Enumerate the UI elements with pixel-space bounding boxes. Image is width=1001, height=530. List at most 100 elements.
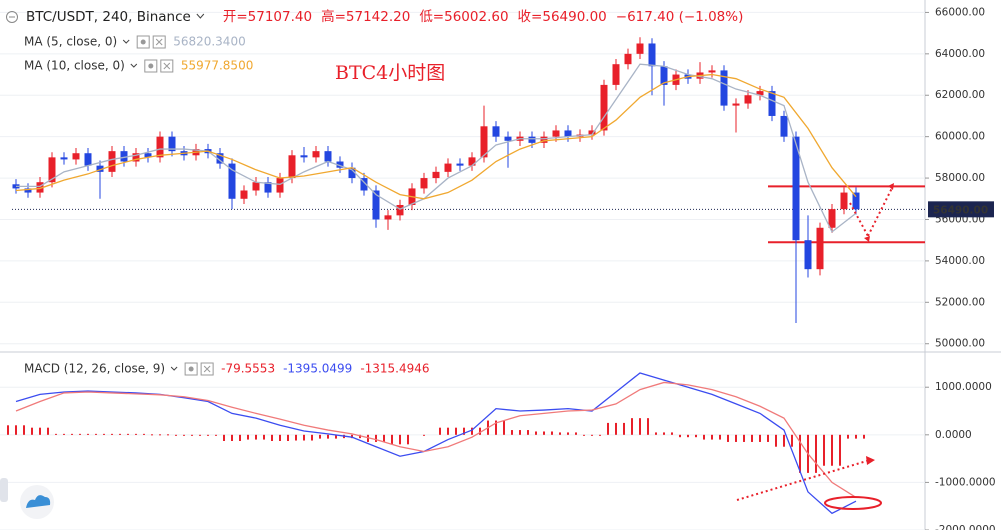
arrow-macd bbox=[736, 459, 871, 501]
histogram-bar bbox=[247, 434, 249, 440]
histogram-bar bbox=[463, 427, 465, 435]
histogram-bar bbox=[687, 434, 689, 438]
candle-body bbox=[396, 204, 404, 216]
candle-body bbox=[348, 167, 356, 179]
macd-value: -79.5553 bbox=[221, 362, 275, 376]
histogram-bar bbox=[143, 433, 145, 435]
candle-body bbox=[528, 136, 536, 143]
dropdown-caret bbox=[122, 39, 130, 44]
histogram-bar bbox=[567, 432, 569, 435]
candle-body bbox=[96, 165, 104, 172]
candle-body bbox=[48, 157, 56, 183]
histogram-bar bbox=[679, 434, 681, 438]
logo-cloud bbox=[26, 495, 51, 508]
ohlc-label: 收=56490.00 bbox=[518, 9, 607, 25]
histogram-bar bbox=[207, 434, 209, 436]
y-tick-label: -1000.0000 bbox=[935, 476, 996, 488]
candle-body bbox=[720, 70, 728, 106]
histogram-bar bbox=[47, 427, 49, 435]
histogram-bar bbox=[327, 434, 329, 439]
histogram-bar bbox=[79, 433, 81, 435]
candle-body bbox=[336, 161, 344, 168]
close-icon bbox=[200, 362, 214, 376]
histogram-bar bbox=[263, 434, 265, 440]
histogram-bar bbox=[447, 427, 449, 435]
settings-icon bbox=[136, 35, 150, 49]
histogram-bar bbox=[703, 434, 705, 440]
candle-body bbox=[36, 182, 44, 193]
last-price-label: 56490.00 bbox=[933, 204, 988, 216]
histogram-bar bbox=[375, 434, 377, 442]
histogram-bar bbox=[287, 434, 289, 441]
candle-body bbox=[324, 151, 332, 162]
histogram-bar bbox=[151, 434, 153, 436]
y-tick-label: 54000.00 bbox=[935, 255, 985, 267]
histogram-bar bbox=[695, 434, 697, 438]
candle-body bbox=[456, 163, 464, 166]
histogram-bar bbox=[351, 434, 353, 439]
histogram-bar bbox=[7, 425, 9, 435]
histogram-bar bbox=[631, 418, 633, 435]
histogram-bar bbox=[439, 427, 441, 435]
histogram-bar bbox=[399, 434, 401, 445]
candle-body bbox=[288, 155, 296, 179]
candle-body bbox=[156, 136, 164, 158]
histogram-bar bbox=[95, 433, 97, 435]
grid bbox=[0, 11, 925, 530]
candle-body bbox=[660, 66, 668, 85]
histogram-bar bbox=[471, 427, 473, 435]
histogram-bar bbox=[551, 431, 553, 435]
candle-body bbox=[300, 155, 308, 158]
histogram-bar bbox=[479, 427, 481, 435]
candle-body bbox=[612, 64, 620, 85]
histogram-bar bbox=[231, 434, 233, 441]
candle-body bbox=[852, 192, 860, 210]
histogram-bar bbox=[183, 434, 185, 436]
candle-body bbox=[444, 163, 452, 172]
histogram-bar bbox=[175, 434, 177, 436]
close-x bbox=[163, 62, 171, 70]
histogram-bar bbox=[15, 425, 17, 435]
histogram-bar bbox=[535, 431, 537, 435]
logo bbox=[20, 485, 54, 519]
y-tick-label: 66000.00 bbox=[935, 6, 985, 18]
histogram-bar bbox=[623, 422, 625, 435]
histogram-bar bbox=[759, 434, 761, 442]
candle-body bbox=[384, 215, 392, 220]
histogram-bar bbox=[367, 434, 369, 442]
arrow-down bbox=[849, 202, 869, 237]
close-icon bbox=[160, 59, 174, 73]
histogram-bar bbox=[55, 433, 57, 435]
histogram-bar bbox=[215, 434, 217, 436]
candle-body bbox=[132, 153, 140, 162]
candle-body bbox=[504, 136, 512, 141]
histogram-bar bbox=[783, 434, 785, 447]
arrows bbox=[736, 187, 893, 501]
header-icon bbox=[6, 11, 18, 23]
histogram-bar bbox=[527, 430, 529, 435]
histogram-bar bbox=[711, 434, 713, 440]
histogram-bar bbox=[559, 432, 561, 435]
candle-body bbox=[264, 182, 272, 193]
histogram-bar bbox=[335, 434, 337, 439]
header: BTC/USDT, 240, Binance 开=57107.40 高=57142.… bbox=[24, 8, 743, 376]
candle-body bbox=[228, 163, 236, 199]
histogram-bar bbox=[455, 427, 457, 435]
histogram-bar bbox=[639, 418, 641, 435]
candle-body bbox=[648, 43, 656, 67]
histogram-bar bbox=[599, 434, 601, 436]
histogram-bar bbox=[311, 434, 313, 441]
histogram-bar bbox=[295, 434, 297, 441]
histogram-bar bbox=[199, 434, 201, 436]
histogram-bar bbox=[743, 434, 745, 442]
candle-body bbox=[24, 188, 32, 193]
histogram-bar bbox=[423, 434, 425, 436]
histogram-bar bbox=[239, 434, 241, 441]
settings-icon bbox=[184, 362, 198, 376]
histogram-bar bbox=[135, 433, 137, 435]
settings-dot bbox=[148, 63, 154, 69]
histogram-bar bbox=[511, 430, 513, 435]
collapse-icon bbox=[6, 11, 18, 23]
side-handle[interactable] bbox=[0, 478, 8, 502]
histogram-bar bbox=[383, 434, 385, 442]
